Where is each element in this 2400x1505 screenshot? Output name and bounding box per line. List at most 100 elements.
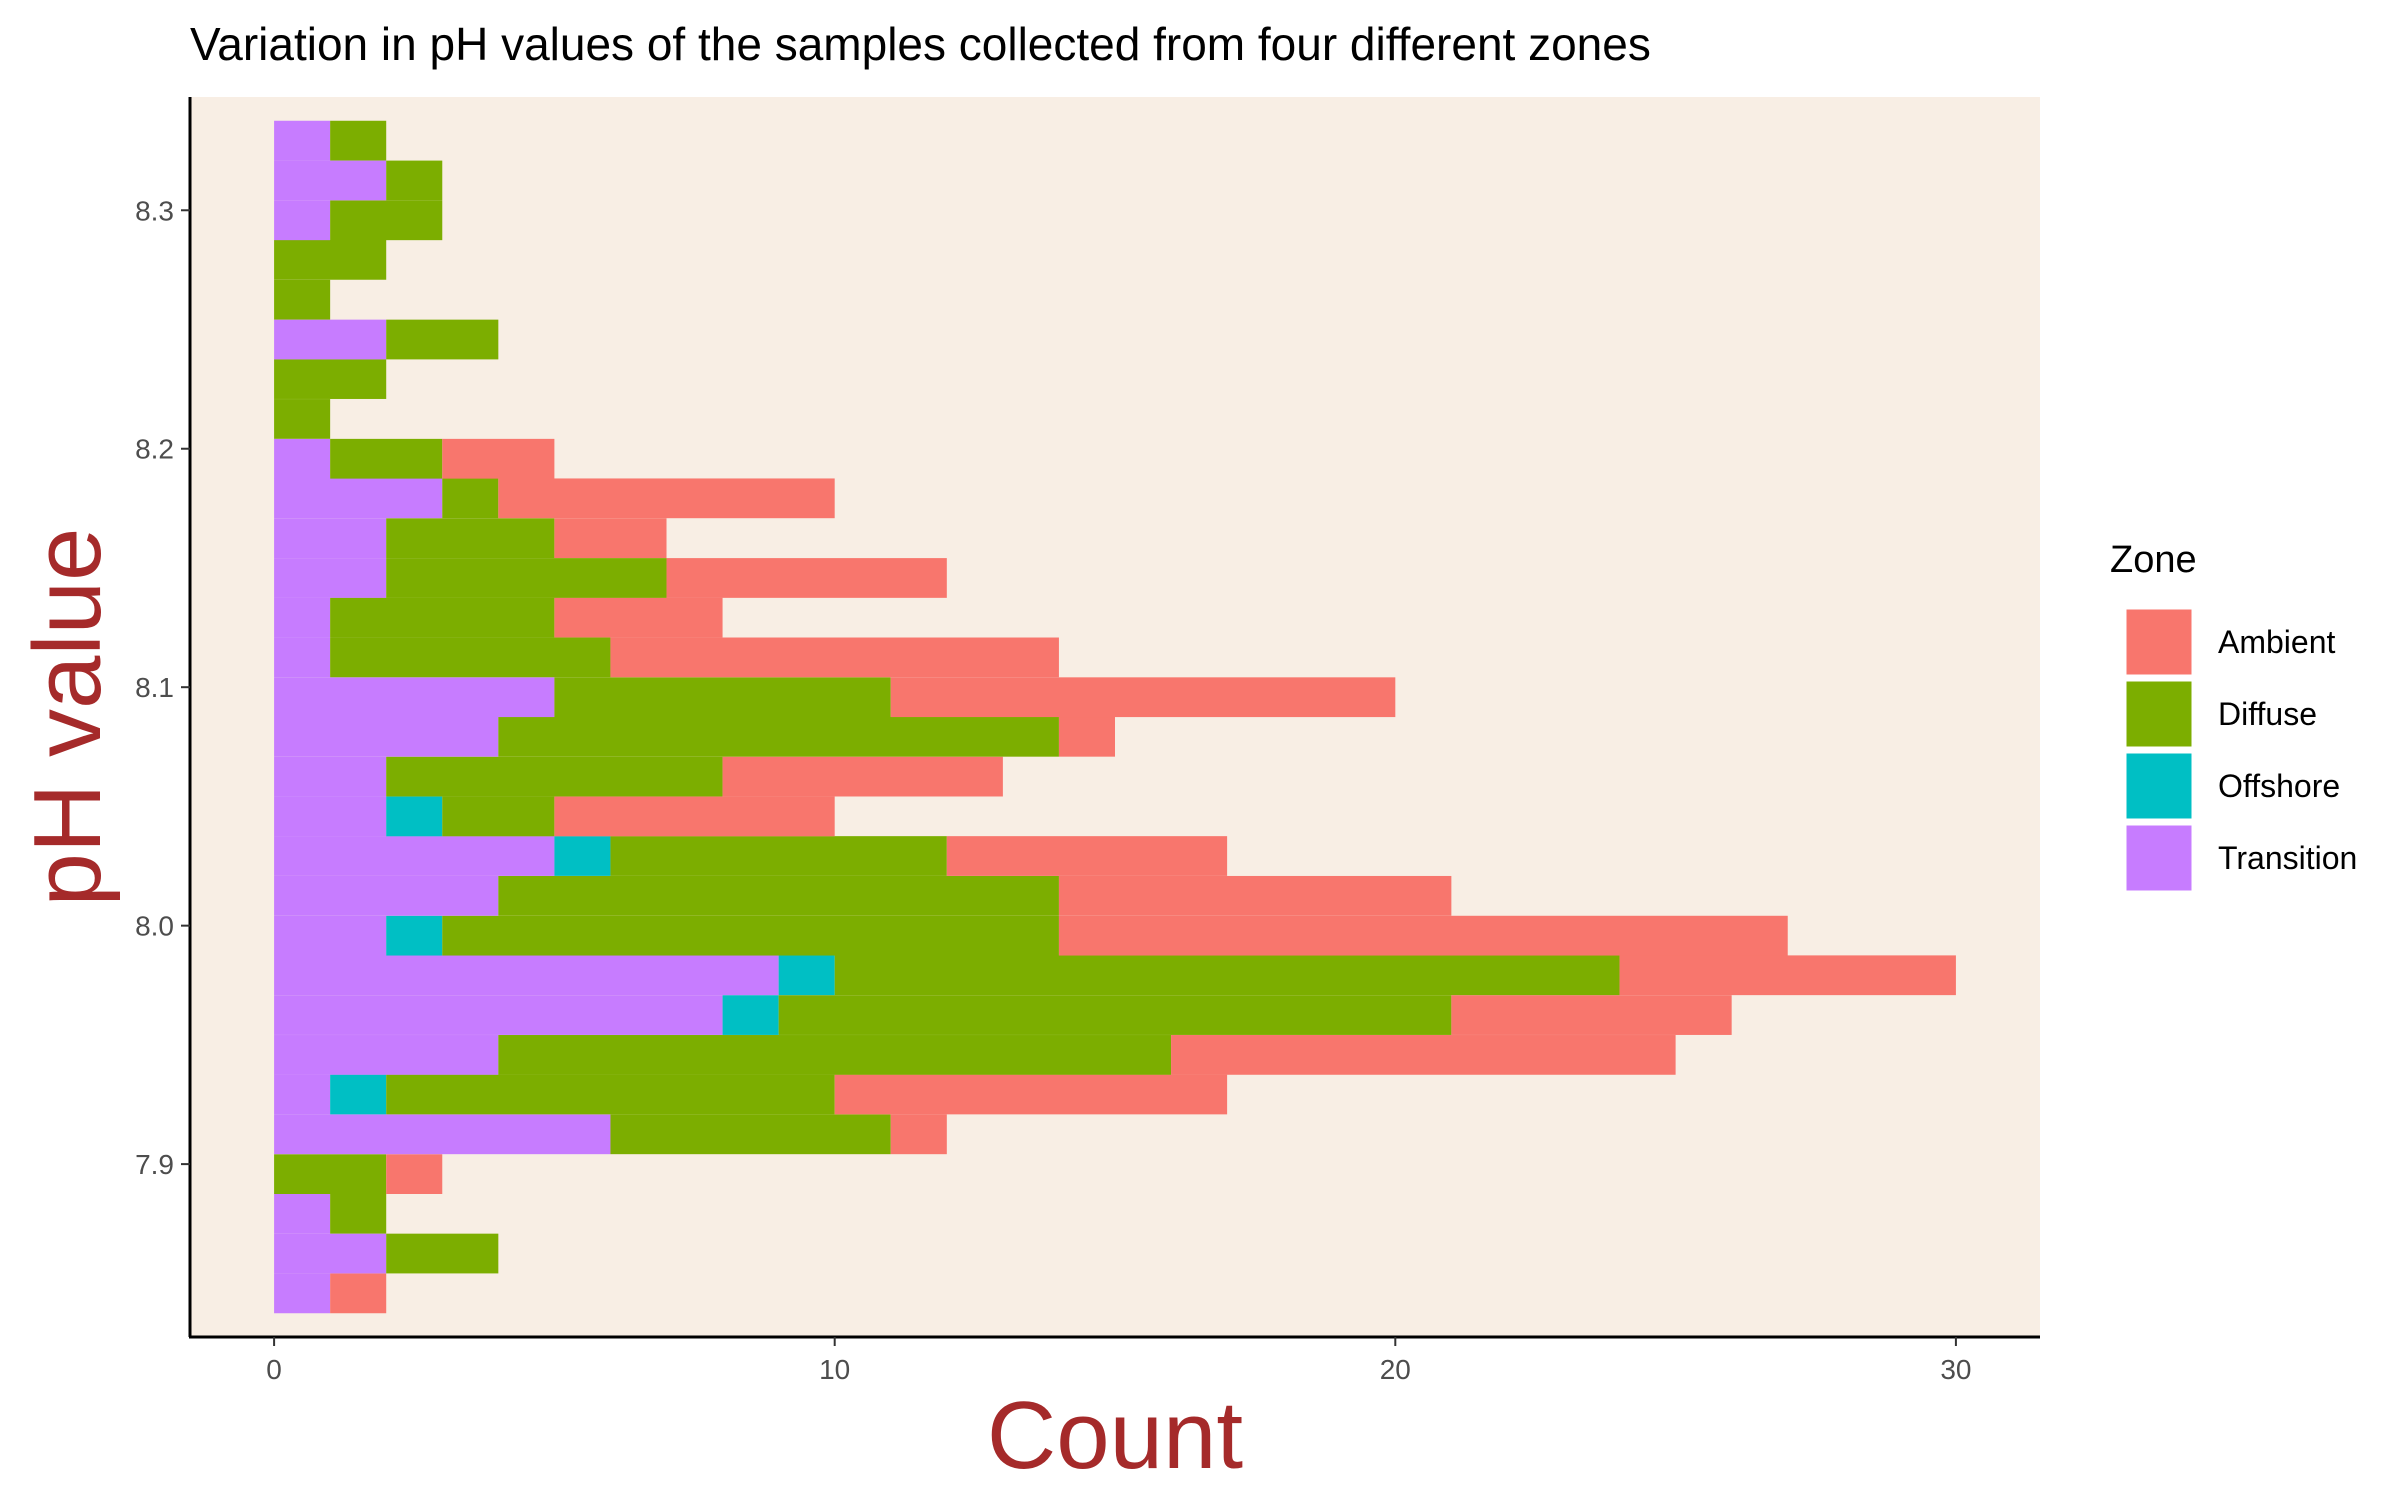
bar-diffuse-8 [834,955,1620,996]
legend-label-transition: Transition [2218,840,2357,876]
legend-title: Zone [2110,539,2197,581]
bar-transition-9 [274,915,387,956]
bar-transition-7 [274,995,723,1035]
bar-transition-15 [274,677,555,718]
bar-ambient-10 [1058,875,1452,916]
bar-ambient-11 [946,836,1228,876]
bar-transition-10 [274,875,499,916]
y-tick-label: 8.3 [135,195,174,226]
bar-diffuse-9 [442,915,1059,956]
bar-ambient-4 [890,1114,947,1155]
bar-diffuse-11 [610,836,947,876]
bar-transition-13 [274,756,387,797]
bar-transition-8 [274,955,779,996]
legend-key-diffuse [2123,678,2195,750]
bar-offshore-12 [386,796,443,837]
bar-diffuse-7 [778,995,1452,1035]
bar-transition-5 [274,1074,331,1115]
x-tick-label: 30 [1940,1354,1971,1385]
bar-diffuse-21 [330,438,443,479]
legend: Zone Ambient Diffuse Offshore Transition [2110,539,2357,894]
y-ticks-layer: 7.9 8.0 8.1 8.2 8.3 [135,195,190,1180]
bar-offshore-9 [386,915,443,956]
bar-transition-21 [274,438,331,479]
bar-ambient-18 [666,558,947,598]
bar-diffuse-1 [386,1233,499,1274]
bar-transition-14 [274,716,499,757]
bar-diffuse-28 [386,160,443,201]
bars-layer [274,120,1956,1314]
legend-key-transition [2123,822,2195,894]
bar-ambient-20 [498,478,835,519]
bar-diffuse-25 [274,279,331,320]
y-tick-label: 7.9 [135,1149,174,1180]
bar-diffuse-3 [274,1154,387,1194]
bar-transition-2 [274,1193,331,1234]
bar-ambient-17 [554,597,723,638]
bar-ambient-0 [330,1273,387,1314]
bar-diffuse-6 [498,1035,1172,1075]
bar-transition-12 [274,796,387,837]
y-axis-title: pH value [14,528,121,907]
bar-diffuse-29 [330,120,387,161]
legend-label-ambient: Ambient [2218,624,2336,660]
bar-offshore-11 [554,836,611,876]
bar-ambient-15 [890,677,1396,718]
bar-offshore-8 [778,955,835,996]
bar-diffuse-24 [386,319,499,360]
bar-transition-24 [274,319,387,360]
bar-transition-20 [274,478,443,519]
y-tick-label: 8.2 [135,434,174,465]
bar-transition-1 [274,1233,387,1274]
bar-diffuse-23 [274,359,387,399]
bar-diffuse-13 [386,756,723,797]
bar-ambient-12 [554,796,835,837]
bar-diffuse-16 [330,637,611,678]
x-tick-label: 20 [1380,1354,1411,1385]
bar-diffuse-15 [554,677,891,718]
bar-diffuse-27 [330,200,443,241]
y-tick-label: 8.0 [135,911,174,942]
bar-transition-17 [274,597,331,638]
bar-transition-4 [274,1114,611,1155]
bar-transition-0 [274,1273,331,1314]
bar-diffuse-2 [330,1193,387,1234]
bar-diffuse-22 [274,399,331,439]
bar-ambient-7 [1451,995,1732,1035]
bar-ambient-9 [1058,915,1788,956]
bar-diffuse-17 [330,597,555,638]
bar-ambient-13 [722,756,1003,797]
bar-transition-16 [274,637,331,678]
bar-diffuse-12 [442,796,555,837]
bar-diffuse-5 [386,1074,835,1115]
bar-ambient-3 [386,1154,443,1194]
x-ticks-layer: 0 10 20 30 [266,1337,1971,1385]
bar-transition-11 [274,836,555,876]
bar-ambient-14 [1058,716,1115,757]
bar-diffuse-14 [498,716,1059,757]
legend-label-offshore: Offshore [2218,768,2340,804]
bar-offshore-5 [330,1074,387,1115]
bar-transition-29 [274,120,331,161]
bar-ambient-19 [554,518,667,559]
bar-diffuse-19 [386,518,555,559]
y-tick-label: 8.1 [135,672,174,703]
bar-diffuse-26 [274,239,387,280]
bar-transition-28 [274,160,387,201]
bar-ambient-21 [442,438,555,479]
bar-transition-18 [274,558,387,598]
legend-key-ambient [2123,606,2195,678]
legend-items: Ambient Diffuse Offshore Transition [2123,606,2357,894]
bar-transition-6 [274,1035,499,1075]
bar-ambient-16 [610,637,1059,678]
x-tick-label: 0 [266,1354,282,1385]
bar-ambient-8 [1619,955,1956,996]
x-tick-label: 10 [819,1354,850,1385]
bar-diffuse-18 [386,558,667,598]
bar-offshore-7 [722,995,779,1035]
bar-diffuse-20 [442,478,499,519]
bar-diffuse-4 [610,1114,891,1155]
legend-label-diffuse: Diffuse [2218,696,2317,732]
